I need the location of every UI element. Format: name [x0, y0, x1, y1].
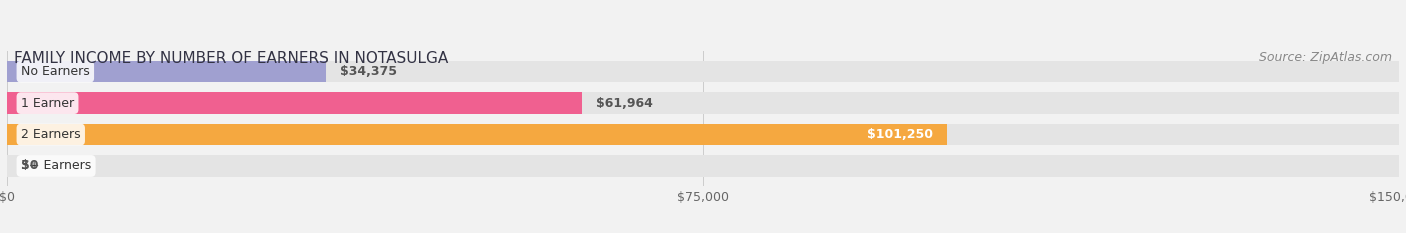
Text: No Earners: No Earners: [21, 65, 90, 78]
Text: 3+ Earners: 3+ Earners: [21, 159, 91, 172]
Text: $0: $0: [21, 159, 38, 172]
Text: FAMILY INCOME BY NUMBER OF EARNERS IN NOTASULGA: FAMILY INCOME BY NUMBER OF EARNERS IN NO…: [14, 51, 449, 66]
Text: $34,375: $34,375: [340, 65, 396, 78]
Text: $101,250: $101,250: [866, 128, 932, 141]
Text: 1 Earner: 1 Earner: [21, 97, 75, 110]
Bar: [7, 124, 946, 145]
Bar: [7, 61, 326, 82]
Text: 2 Earners: 2 Earners: [21, 128, 80, 141]
Bar: [7, 155, 1399, 177]
Text: Source: ZipAtlas.com: Source: ZipAtlas.com: [1258, 51, 1392, 64]
Text: $61,964: $61,964: [596, 97, 652, 110]
Bar: [7, 124, 1399, 145]
Bar: [7, 93, 582, 114]
Bar: [7, 93, 1399, 114]
Bar: [7, 61, 1399, 82]
